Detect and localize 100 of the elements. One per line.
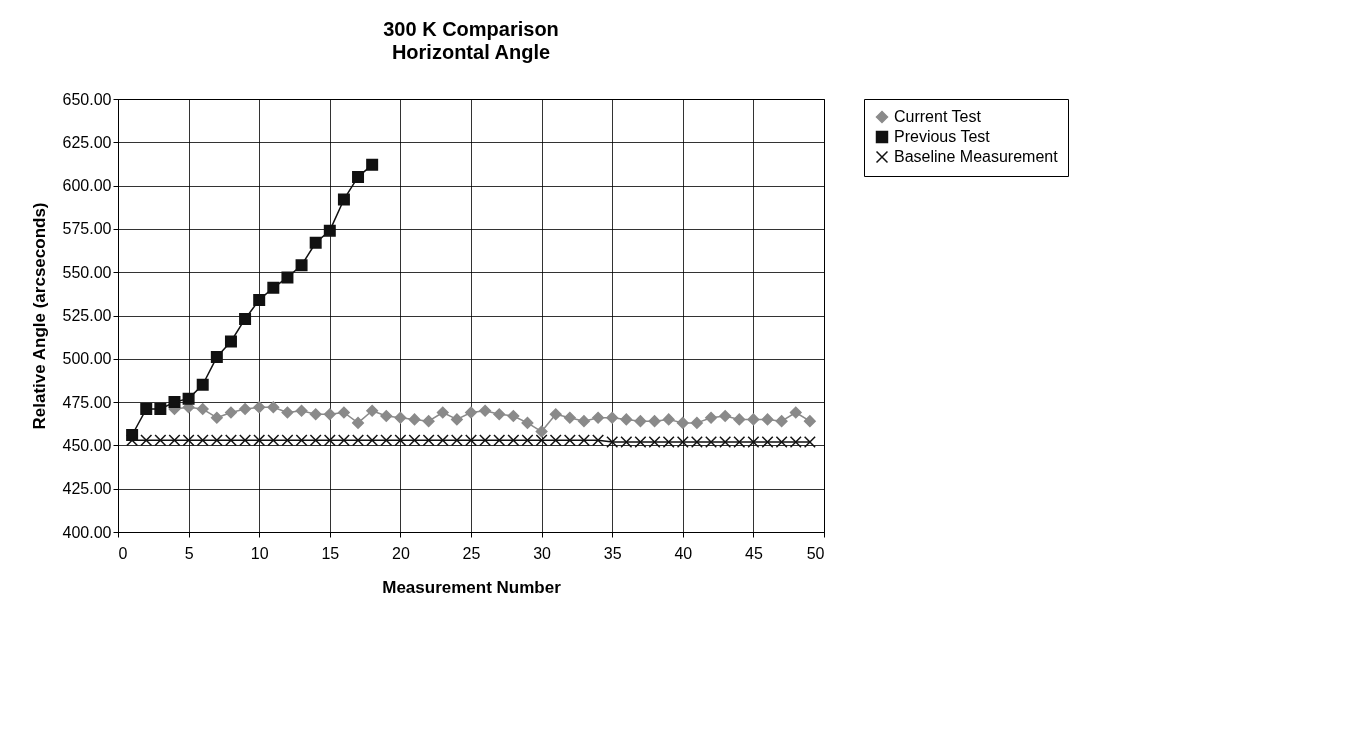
point xyxy=(168,434,181,447)
legend-label: Baseline Measurement xyxy=(894,148,1059,165)
x-tick-label: 0 xyxy=(118,544,128,562)
point xyxy=(323,224,336,237)
x-tick-label: 5 xyxy=(184,544,194,562)
point xyxy=(789,435,802,448)
point xyxy=(535,434,548,447)
point xyxy=(606,411,619,424)
point xyxy=(352,434,365,447)
point xyxy=(577,434,590,447)
x-tick-label: 25 xyxy=(462,544,481,562)
point xyxy=(634,415,647,428)
point xyxy=(182,434,195,447)
y-tick-label: 500.00 xyxy=(62,350,112,368)
point xyxy=(563,411,576,424)
point xyxy=(253,434,266,447)
point xyxy=(196,403,209,416)
point xyxy=(606,435,619,448)
point xyxy=(408,434,421,447)
y-tick-label: 550.00 xyxy=(62,263,112,281)
point xyxy=(352,170,365,183)
point xyxy=(380,409,393,422)
y-tick-label: 450.00 xyxy=(62,436,112,454)
point xyxy=(521,434,534,447)
point xyxy=(309,408,322,421)
point xyxy=(239,403,252,416)
chart-title: 300 K Comparison xyxy=(383,18,559,40)
x-tick-label: 15 xyxy=(321,544,340,562)
point xyxy=(775,415,788,428)
point xyxy=(690,435,703,448)
point xyxy=(140,403,153,416)
point xyxy=(295,434,308,447)
point xyxy=(450,413,463,426)
point xyxy=(182,392,195,405)
point xyxy=(662,413,675,426)
point xyxy=(719,435,732,448)
point xyxy=(648,415,661,428)
x-axis-title: Measurement Number xyxy=(382,577,562,597)
point xyxy=(224,434,237,447)
point xyxy=(592,434,605,447)
point xyxy=(465,406,477,419)
y-axis-title: Relative Angle (arcseconds) xyxy=(29,202,49,430)
point xyxy=(648,435,661,448)
point xyxy=(366,434,379,447)
point xyxy=(549,434,562,447)
point xyxy=(253,401,266,414)
point xyxy=(224,335,237,348)
point xyxy=(366,158,379,171)
point xyxy=(733,435,746,448)
x-tick-label: 40 xyxy=(674,544,693,562)
point xyxy=(309,434,322,447)
point xyxy=(719,409,732,422)
y-tick-label: 625.00 xyxy=(62,133,112,151)
point xyxy=(126,434,139,447)
x-tick-label: 45 xyxy=(745,544,763,562)
y-tick-label: 425.00 xyxy=(62,480,112,498)
x-tick-label: 20 xyxy=(392,544,410,562)
point xyxy=(210,351,223,364)
point xyxy=(747,435,760,448)
point xyxy=(479,404,492,417)
point xyxy=(422,434,435,447)
point xyxy=(450,434,463,447)
legend-label: Current Test xyxy=(894,108,982,125)
y-tick-label: 525.00 xyxy=(62,307,112,324)
point xyxy=(210,434,223,447)
point xyxy=(337,434,350,447)
point xyxy=(140,434,153,447)
point xyxy=(337,406,350,419)
point xyxy=(267,401,280,414)
point xyxy=(705,435,718,448)
point xyxy=(394,411,407,424)
y-tick-label: 575.00 xyxy=(62,220,112,238)
point xyxy=(281,271,294,284)
y-tick-label: 650.00 xyxy=(62,90,112,108)
point xyxy=(676,435,689,448)
point xyxy=(281,406,294,419)
point xyxy=(634,435,647,448)
point xyxy=(761,413,774,426)
point xyxy=(408,413,421,426)
legend-label: Previous Test xyxy=(894,128,991,145)
point xyxy=(761,435,774,448)
point xyxy=(281,434,294,447)
point xyxy=(309,236,322,249)
point xyxy=(380,434,393,447)
y-tick-label: 475.00 xyxy=(62,393,112,411)
point xyxy=(676,416,689,429)
point xyxy=(620,413,633,426)
point xyxy=(154,403,167,416)
point xyxy=(253,293,266,306)
point xyxy=(267,434,280,447)
point xyxy=(705,411,718,424)
point xyxy=(803,435,816,448)
point xyxy=(352,416,365,429)
point xyxy=(563,434,576,447)
point xyxy=(323,434,336,447)
point xyxy=(295,404,308,417)
point xyxy=(535,425,548,438)
point xyxy=(620,435,633,448)
point xyxy=(507,409,520,422)
point xyxy=(422,415,435,428)
